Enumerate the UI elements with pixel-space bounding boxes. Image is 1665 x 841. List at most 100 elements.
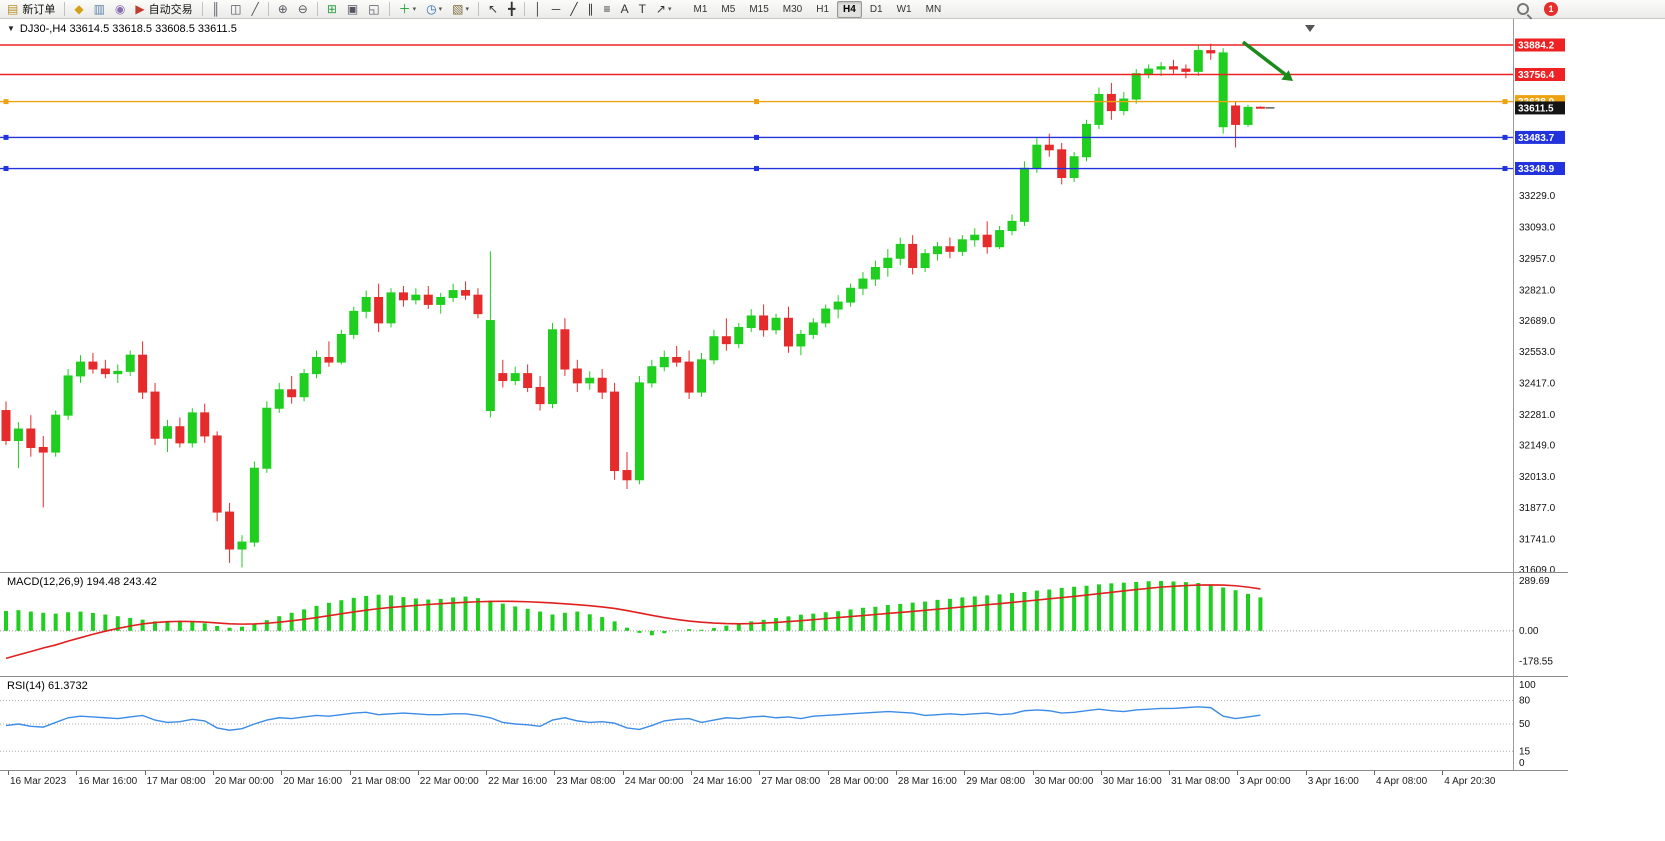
candle <box>995 230 1005 248</box>
data-window-button[interactable]: ▥ <box>90 0 109 19</box>
line-handle[interactable] <box>754 99 759 105</box>
line-handle[interactable] <box>3 166 9 172</box>
bar-chart-button[interactable]: ║ <box>208 0 225 19</box>
candle <box>796 333 806 347</box>
main-chart[interactable]: 33229.0 33093.0 32957.0 32821.0 32689.0 32553… <box>0 19 1568 573</box>
line-handle[interactable] <box>1502 99 1508 105</box>
price-axis-label: 33093.0 <box>1519 223 1556 234</box>
templates-button[interactable]: ▧ ▾ <box>448 0 473 19</box>
zoom-out-button[interactable]: ⊖ <box>294 0 312 19</box>
timeframe-h1[interactable]: H1 <box>816 3 830 15</box>
macd-axis-label: 0.00 <box>1519 626 1539 637</box>
zoom-in-button[interactable]: ⊕ <box>274 0 292 19</box>
trendline-button[interactable]: ╱ <box>566 0 581 19</box>
candle <box>734 326 744 345</box>
candle <box>1156 66 1166 70</box>
panel-splitter[interactable] <box>0 676 1568 677</box>
timeframe-m30[interactable]: M30 <box>782 3 803 15</box>
search-icon[interactable] <box>1517 3 1529 15</box>
one-click-trading-toggle[interactable]: ▼ <box>7 24 15 33</box>
timeframe-d1[interactable]: D1 <box>869 3 883 15</box>
horizontal-line-button[interactable]: ─ <box>548 0 565 19</box>
timeframe-m1[interactable]: M1 <box>693 3 708 15</box>
auto-trading-button[interactable]: ▶ 自动交易 <box>131 0 196 19</box>
candlestick-chart-button[interactable]: ◫ <box>226 0 245 19</box>
candle <box>535 386 545 405</box>
arrow-annotation[interactable] <box>1241 40 1288 77</box>
arrange-windows-icon: ▣ <box>346 1 359 16</box>
line-chart-button[interactable]: ╱ <box>248 0 263 19</box>
macd-panel[interactable]: 289.69 0.00 -178.55 <box>0 573 1568 677</box>
shapes-button[interactable]: ↗ ▾ <box>652 0 676 19</box>
periods-button[interactable]: ◷ ▾ <box>422 0 446 19</box>
candle <box>610 391 620 472</box>
tile-windows-button[interactable]: ⊞ <box>323 0 341 19</box>
toolbar-separator <box>524 2 526 16</box>
time-axis-label: 20 Mar 16:00 <box>283 776 343 787</box>
line-handle[interactable] <box>754 134 759 140</box>
price-axis[interactable] <box>1514 19 1568 770</box>
time-tick <box>827 771 829 775</box>
new-order-button[interactable]: ▤ 新订单 <box>3 0 59 19</box>
indicators-button[interactable]: ＋ ▾ <box>395 0 421 19</box>
crosshair-button[interactable]: ╋ <box>504 0 519 19</box>
candle <box>336 333 346 363</box>
candle <box>858 278 868 289</box>
cursor-button[interactable]: ↖ <box>484 0 502 19</box>
cascade-windows-button[interactable]: ◱ <box>364 0 383 19</box>
candle <box>287 389 297 398</box>
candle <box>1119 98 1129 112</box>
rsi-panel[interactable]: 100 80 50 150 <box>0 677 1568 770</box>
timeframe-h4[interactable]: H4 <box>837 0 862 18</box>
timeframe-m15[interactable]: M15 <box>749 3 769 15</box>
candle <box>249 467 259 543</box>
line-handle[interactable] <box>1502 166 1508 172</box>
time-tick <box>76 771 78 775</box>
autotrading-icon: ▶ <box>135 1 145 16</box>
panel-splitter[interactable] <box>0 572 1568 573</box>
timeframe-mn[interactable]: MN <box>925 3 942 15</box>
candle <box>1255 106 1265 109</box>
candle <box>162 426 172 439</box>
market-watch-button[interactable]: ◆ <box>70 0 87 19</box>
time-axis-label: 22 Mar 16:00 <box>488 776 548 787</box>
arrow-annotation-head <box>1281 70 1293 81</box>
line-handle[interactable] <box>1502 134 1508 140</box>
chart-shift-marker[interactable] <box>1305 25 1315 32</box>
timeframe-m5[interactable]: M5 <box>721 3 736 15</box>
candle <box>1057 149 1067 178</box>
toolbar-separator <box>64 2 66 16</box>
candle <box>274 389 284 409</box>
fibonacci-button[interactable]: ≡ <box>600 0 615 19</box>
rsi-label: RSI(14) 61.3732 <box>7 680 88 692</box>
navigator-button[interactable]: ◉ <box>111 0 129 19</box>
price-label-box <box>1515 67 1565 81</box>
time-tick <box>1374 771 1375 775</box>
price-axis-label: 31609.0 <box>1519 565 1556 573</box>
line-handle[interactable] <box>3 134 9 140</box>
candle <box>920 253 930 268</box>
time-tick <box>349 771 351 775</box>
line-handle[interactable] <box>754 166 759 172</box>
time-axis-label: 3 Apr 16:00 <box>1307 776 1359 787</box>
time-axis[interactable]: 16 Mar 2023 16 Mar 16:00 17 Mar 08:00 20 Ma… <box>0 770 1568 792</box>
price-axis-label: 32553.0 <box>1519 347 1556 358</box>
arrange-windows-button[interactable]: ▣ <box>343 0 362 19</box>
time-axis-label: 30 Mar 00:00 <box>1034 776 1094 787</box>
candle <box>1181 68 1191 72</box>
text-button[interactable]: A <box>617 0 633 19</box>
label-button[interactable]: T <box>635 0 650 19</box>
channel-button[interactable]: ∥ <box>584 0 598 19</box>
candle <box>88 361 98 370</box>
candle <box>870 266 880 280</box>
line-handle[interactable] <box>3 99 9 105</box>
vertical-line-button[interactable]: │ <box>530 0 546 19</box>
timeframe-w1[interactable]: W1 <box>896 3 912 15</box>
candle <box>572 368 582 384</box>
candle <box>51 414 61 453</box>
candle <box>26 428 36 448</box>
time-tick <box>1169 771 1171 775</box>
notification-badge[interactable]: 1 <box>1544 2 1558 16</box>
candle <box>187 412 197 444</box>
